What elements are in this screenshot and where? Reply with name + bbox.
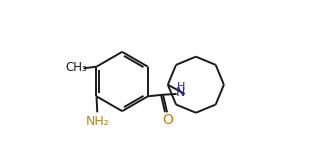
Text: H: H xyxy=(176,82,185,92)
Text: O: O xyxy=(162,113,173,127)
Text: NH₂: NH₂ xyxy=(86,115,110,128)
Text: CH₃: CH₃ xyxy=(66,61,87,74)
Text: N: N xyxy=(176,86,185,99)
